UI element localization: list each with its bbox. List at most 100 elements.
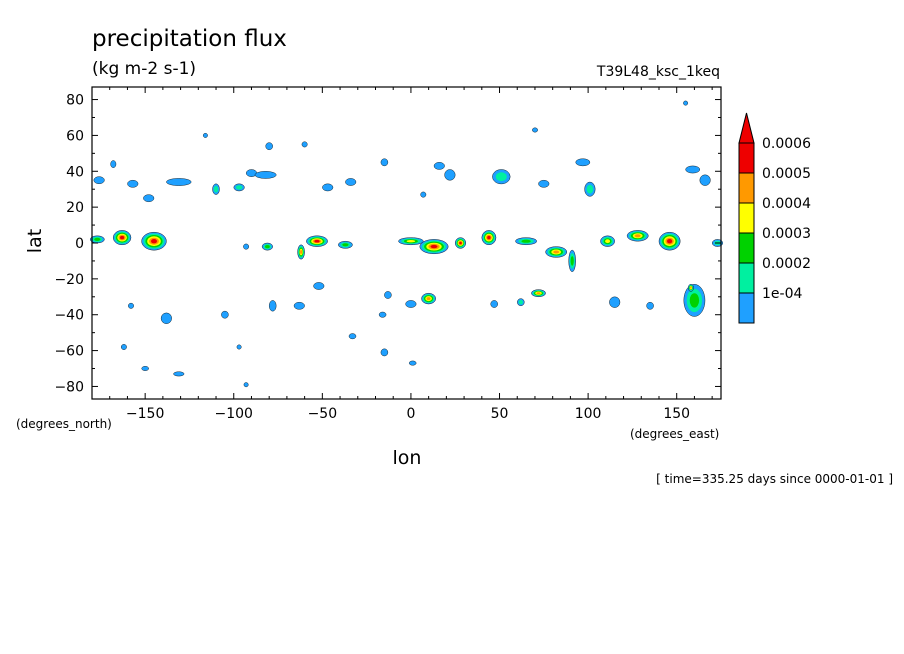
contour-level-1 <box>269 300 277 312</box>
precip-cell <box>455 237 467 249</box>
precip-cell <box>515 237 537 245</box>
contour-level-1 <box>322 183 334 192</box>
contour-level-1 <box>699 174 711 186</box>
y-tick-label: −20 <box>54 272 84 288</box>
contour-level-6 <box>314 239 320 243</box>
precip-cell <box>545 246 568 258</box>
contour-level-1 <box>301 141 308 148</box>
contour-level-2 <box>495 172 507 182</box>
contour-level-1 <box>110 160 117 168</box>
precip-cell <box>419 239 449 255</box>
x-tick-label: 150 <box>663 406 690 422</box>
precip-cell <box>261 242 273 251</box>
contour-level-6 <box>459 241 462 245</box>
precip-cell <box>517 298 525 307</box>
contour-level-1 <box>127 179 139 188</box>
contour-level-1 <box>444 169 456 181</box>
precip-cell <box>699 174 711 186</box>
contour-level-5 <box>553 250 560 254</box>
y-tick-label: 20 <box>66 200 84 216</box>
contour-level-6 <box>487 235 491 240</box>
precip-cell <box>384 291 392 299</box>
x-units-label: (degrees_east) <box>630 427 719 441</box>
precip-cell <box>345 178 357 186</box>
precip-cell <box>492 169 511 185</box>
precip-cell <box>683 100 688 106</box>
precip-cell <box>490 300 498 308</box>
y-units-label: (degrees_north) <box>16 417 112 431</box>
contour-level-2 <box>586 184 594 194</box>
precip-cell <box>338 240 353 249</box>
colorbar-swatch <box>738 202 755 234</box>
y-tick-label: −60 <box>54 344 84 360</box>
contour-level-1 <box>221 310 229 319</box>
y-tick-label: 80 <box>66 93 84 109</box>
precip-cell <box>658 231 681 251</box>
contour-level-1 <box>345 178 357 186</box>
precip-cell <box>93 176 105 184</box>
precip-cell <box>380 348 389 357</box>
precip-cell <box>405 300 417 308</box>
precip-cell <box>166 178 192 186</box>
precip-cell <box>243 382 249 388</box>
colorbar-arrow <box>738 112 755 144</box>
contour-level-3 <box>570 256 574 266</box>
colorbar-swatch <box>738 142 755 174</box>
contour-level-5 <box>634 234 641 238</box>
x-tick-label: 100 <box>575 406 602 422</box>
precip-cell <box>420 191 427 198</box>
precip-cell <box>293 301 305 310</box>
contour-level-4 <box>406 240 416 243</box>
contour-level-1 <box>609 296 621 308</box>
contour-level-6 <box>667 239 673 244</box>
colorbar-label: 0.0005 <box>762 166 811 182</box>
contour-level-1 <box>685 165 701 174</box>
run-label: T39L48_ksc_1keq <box>596 64 720 80</box>
y-tick-label: −40 <box>54 308 84 324</box>
precip-cell <box>202 132 208 138</box>
contour-level-1 <box>173 371 185 377</box>
precip-cell <box>688 283 694 292</box>
precip-cell <box>254 171 277 179</box>
colorbar-swatch <box>738 262 755 294</box>
y-tick-label: 0 <box>75 236 84 252</box>
x-tick-label: −50 <box>308 406 338 422</box>
contour-level-3 <box>521 239 531 243</box>
contour-level-5 <box>690 286 692 289</box>
precip-cell <box>236 344 242 350</box>
precip-cell <box>378 311 387 318</box>
precip-cell <box>444 169 456 181</box>
x-tick-label: −100 <box>215 406 253 422</box>
contour-level-2 <box>518 300 523 305</box>
precip-cell <box>600 235 615 247</box>
contour-level-3 <box>689 293 700 308</box>
contour-level-3 <box>342 243 349 247</box>
precip-cell <box>609 296 621 308</box>
contour-level-1 <box>243 243 250 250</box>
precip-cell <box>626 230 649 242</box>
precip-cell <box>409 360 417 366</box>
precip-cell <box>121 344 127 350</box>
contour-level-1 <box>128 302 134 309</box>
precip-cell <box>160 312 172 324</box>
colorbar-swatch <box>738 172 755 204</box>
precip-cell <box>297 244 305 260</box>
precip-cell <box>433 162 445 170</box>
precip-cell <box>141 366 149 371</box>
precip-cell <box>233 183 245 192</box>
colorbar-swatch <box>738 232 755 264</box>
contour-level-1 <box>313 282 325 290</box>
colorbar-label: 0.0004 <box>762 196 811 212</box>
x-axis-label: lon <box>393 447 422 469</box>
contour-level-1 <box>202 132 208 138</box>
colorbar: 1e-04 0.0002 0.0003 0.0004 0.0005 0.0006 <box>738 112 811 324</box>
contour-level-1 <box>384 291 392 299</box>
chart-title: precipitation flux <box>92 26 287 52</box>
precip-cell <box>212 183 220 195</box>
contour-level-4 <box>605 239 611 244</box>
precip-cell <box>110 160 117 168</box>
y-tick-label: 40 <box>66 164 84 180</box>
x-tick-label: 0 <box>406 406 415 422</box>
contour-level-1 <box>143 194 155 202</box>
precip-cell <box>398 237 424 245</box>
